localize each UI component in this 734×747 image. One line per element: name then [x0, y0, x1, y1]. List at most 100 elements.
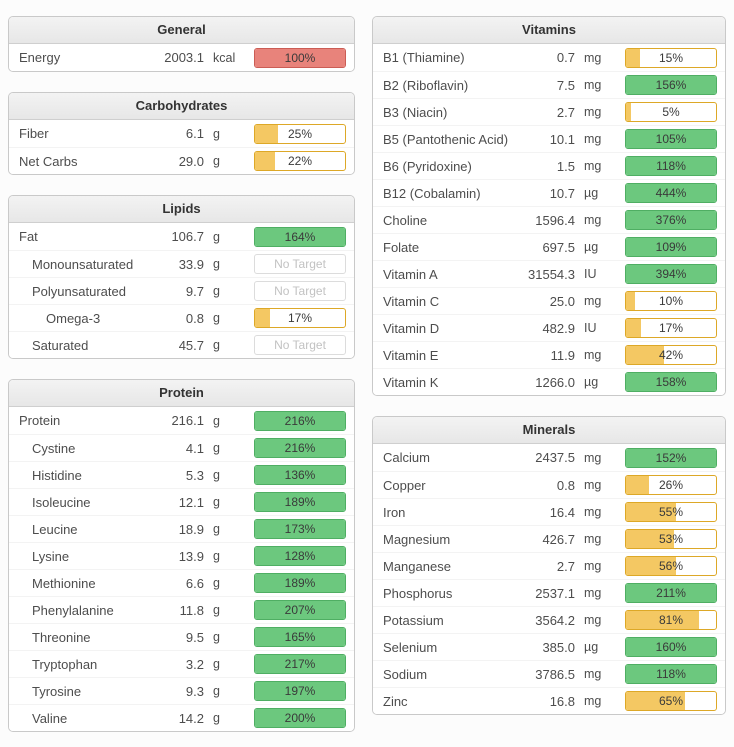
nutrient-row[interactable]: Sodium 3786.5 mg 118%: [373, 660, 725, 687]
progress-bar: 189%: [254, 573, 346, 593]
progress-label: 156%: [655, 78, 687, 92]
nutrient-row[interactable]: Energy 2003.1 kcal 100%: [9, 44, 354, 71]
nutrient-row[interactable]: B5 (Pantothenic Acid) 10.1 mg 105%: [373, 125, 725, 152]
nutrient-value: 2.7: [556, 558, 575, 574]
nutrient-value: 6.6: [185, 575, 204, 591]
nutrient-row[interactable]: Polyunsaturated 9.7 g No Target: [9, 277, 354, 304]
progress-fill: [626, 665, 716, 683]
nutrient-row[interactable]: Manganese 2.7 mg 56%: [373, 552, 725, 579]
nutrient-row[interactable]: Folate 697.5 µg 109%: [373, 233, 725, 260]
nutrient-value: 9.7: [185, 283, 204, 299]
progress-fill: [255, 439, 345, 457]
nutrient-row[interactable]: Vitamin E 11.9 mg 42%: [373, 341, 725, 368]
nutrient-name: Iron: [383, 504, 406, 520]
nutrient-value: 697.5: [542, 239, 575, 255]
progress-label: 158%: [655, 375, 687, 389]
progress-label: 100%: [284, 50, 316, 65]
nutrient-name: Polyunsaturated: [32, 283, 126, 299]
nutrient-row[interactable]: Threonine 9.5 g 165%: [9, 623, 354, 650]
nutrient-row[interactable]: Lysine 13.9 g 128%: [9, 542, 354, 569]
nutrient-row[interactable]: Cystine 4.1 g 216%: [9, 434, 354, 461]
nutrient-row[interactable]: Copper 0.8 mg 26%: [373, 471, 725, 498]
nutrient-name: B2 (Riboflavin): [383, 77, 469, 93]
progress-label: 376%: [655, 213, 687, 227]
nutrient-value: 1.5: [556, 158, 575, 174]
progress-fill: [626, 448, 716, 467]
progress-label: 118%: [656, 159, 686, 173]
nutrient-row[interactable]: B6 (Pyridoxine) 1.5 mg 118%: [373, 152, 725, 179]
nutrient-row[interactable]: Phenylalanine 11.8 g 207%: [9, 596, 354, 623]
nutrient-row[interactable]: Fat 106.7 g 164%: [9, 223, 354, 250]
nutrient-row[interactable]: Zinc 16.8 mg 65%: [373, 687, 725, 714]
right-column: Vitamins B1 (Thiamine) 0.7 mg 15% B2 (Ribofla…: [372, 16, 726, 715]
nutrient-unit: g: [213, 468, 220, 482]
nutrient-name: Fat: [19, 229, 38, 244]
progress-bar: 17%: [625, 318, 717, 338]
nutrient-name: Vitamin D: [383, 320, 440, 336]
nutrient-name: Tyrosine: [32, 683, 82, 699]
nutrient-name: Histidine: [32, 467, 82, 483]
nutrient-unit: g: [213, 630, 220, 644]
nutrient-row[interactable]: Phosphorus 2537.1 mg 211%: [373, 579, 725, 606]
nutrient-row[interactable]: Vitamin D 482.9 IU 17%: [373, 314, 725, 341]
nutrient-row[interactable]: B12 (Cobalamin) 10.7 µg 444%: [373, 179, 725, 206]
nutrient-row[interactable]: B3 (Niacin) 2.7 mg 5%: [373, 98, 725, 125]
nutrient-row[interactable]: B2 (Riboflavin) 7.5 mg 156%: [373, 71, 725, 98]
nutrient-unit: g: [213, 711, 220, 725]
progress-label: 394%: [655, 267, 687, 281]
nutrient-row[interactable]: Iron 16.4 mg 55%: [373, 498, 725, 525]
nutrient-name: Leucine: [32, 521, 78, 537]
nutrient-value: 3564.2: [535, 612, 575, 628]
nutrient-unit: g: [213, 441, 220, 455]
nutrient-row[interactable]: Tryptophan 3.2 g 217%: [9, 650, 354, 677]
nutrient-row[interactable]: Histidine 5.3 g 136%: [9, 461, 354, 488]
nutrient-unit: µg: [584, 375, 599, 389]
progress-label: 164%: [284, 229, 316, 244]
progress-bar: 22%: [254, 151, 346, 171]
nutrient-row[interactable]: Selenium 385.0 µg 160%: [373, 633, 725, 660]
nutrient-row[interactable]: Fiber 6.1 g 25%: [9, 120, 354, 147]
nutrient-name: B5 (Pantothenic Acid): [383, 131, 509, 147]
nutrient-row[interactable]: Potassium 3564.2 mg 81%: [373, 606, 725, 633]
nutrient-row[interactable]: Magnesium 426.7 mg 53%: [373, 525, 725, 552]
nutrient-name: Tryptophan: [32, 656, 98, 672]
progress-fill: [255, 655, 345, 673]
progress-label: 26%: [658, 478, 684, 492]
nutrient-row[interactable]: Net Carbs 29.0 g 22%: [9, 147, 354, 174]
nutrient-row[interactable]: Choline 1596.4 mg 376%: [373, 206, 725, 233]
nutrient-name: Potassium: [383, 612, 444, 628]
nutrient-row[interactable]: Calcium 2437.5 mg 152%: [373, 444, 725, 471]
progress-label: 22%: [287, 154, 313, 168]
nutrient-unit: mg: [584, 532, 602, 546]
nutrient-value: 12.1: [178, 494, 204, 510]
nutrient-row[interactable]: Omega-3 0.8 g 17%: [9, 304, 354, 331]
nutrient-value: 11.9: [550, 347, 575, 363]
nutrient-value: 3.2: [185, 656, 204, 672]
nutrient-row[interactable]: Tyrosine 9.3 g 197%: [9, 677, 354, 704]
nutrient-row[interactable]: Vitamin A 31554.3 IU 394%: [373, 260, 725, 287]
nutrient-unit: mg: [584, 78, 602, 92]
progress-bar: 158%: [625, 372, 717, 392]
nutrient-row[interactable]: Vitamin K 1266.0 µg 158%: [373, 368, 725, 395]
nutrient-unit: g: [213, 257, 220, 271]
nutrient-row[interactable]: Monounsaturated 33.9 g No Target: [9, 250, 354, 277]
nutrient-row[interactable]: Isoleucine 12.1 g 189%: [9, 488, 354, 515]
nutrient-row[interactable]: Vitamin C 25.0 mg 10%: [373, 287, 725, 314]
nutrient-row[interactable]: Protein 216.1 g 216%: [9, 407, 354, 434]
nutrient-value: 2.7: [556, 104, 575, 120]
progress-fill: [626, 292, 635, 310]
progress-fill: [255, 227, 345, 246]
nutrient-row[interactable]: Methionine 6.6 g 189%: [9, 569, 354, 596]
progress-label: 53%: [658, 532, 684, 546]
nutrient-row[interactable]: Saturated 45.7 g No Target: [9, 331, 354, 358]
panel-lipids: Lipids Fat 106.7 g 164% Monounsaturated 33.9 g N…: [8, 195, 355, 359]
nutrient-value: 0.7: [556, 50, 575, 65]
progress-label: 197%: [284, 684, 316, 698]
nutrient-row[interactable]: B1 (Thiamine) 0.7 mg 15%: [373, 44, 725, 71]
nutrient-row[interactable]: Leucine 18.9 g 173%: [9, 515, 354, 542]
progress-label: 15%: [658, 50, 684, 65]
nutrient-row[interactable]: Valine 14.2 g 200%: [9, 704, 354, 731]
progress-label: 25%: [287, 126, 313, 141]
panel-protein: Protein Protein 216.1 g 216% Cystine 4.1 g 216% H…: [8, 379, 355, 732]
nutrition-report: General Energy 2003.1 kcal 100% Carbohydrates…: [8, 16, 726, 732]
